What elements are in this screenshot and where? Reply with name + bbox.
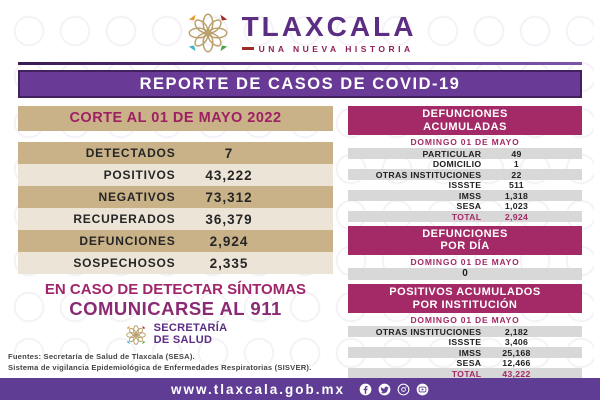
salud-flower-icon	[125, 325, 146, 345]
table-row-total: TOTAL 43,222	[348, 368, 582, 379]
table-row: ISSSTE 511	[448, 180, 524, 191]
source-line1: Fuentes: Secretaría de Salud de Tlaxcala…	[8, 352, 195, 361]
table-row: PARTICULAR 49	[348, 148, 582, 159]
symptoms-notice: EN CASO DE DETECTAR SÍNTOMAS	[44, 281, 307, 298]
table-row: IMSS 1,318	[348, 190, 582, 201]
stat-label: SOSPECHOSOS	[73, 256, 176, 270]
stat-label: NEGATIVOS	[98, 190, 176, 204]
table-row: SESA 1,023	[456, 201, 529, 212]
facebook-icon[interactable]	[359, 383, 372, 396]
youtube-icon[interactable]	[416, 383, 429, 396]
table-row: IMSS 25,168	[348, 347, 582, 358]
brand-text-block: TLAXCALA UNA NUEVA HISTORIA	[241, 10, 417, 54]
table-row: POSITIVOS 43,222	[18, 164, 333, 186]
brand-name: TLAXCALA	[241, 10, 417, 42]
section-deaths-accumulated: DEFUNCIONES ACUMULADAS DOMINGO 01 DE MAY…	[348, 106, 582, 222]
data-sources-note: Fuentes: Secretaría de Salud de Tlaxcala…	[8, 352, 333, 372]
section-positives-by-institution: POSITIVOS ACUMULADOS POR INSTITUCIÓN DOM…	[348, 284, 582, 379]
stat-label: RECUPERADOS	[73, 212, 176, 226]
section-title: DEFUNCIONES ACUMULADAS	[348, 106, 582, 136]
stat-value: 73,312	[205, 189, 253, 205]
summary-table: DETECTADOS 7 POSITIVOS 43,222 NEGATIVOS …	[18, 142, 333, 274]
header-divider	[18, 62, 582, 65]
stat-value: 36,379	[205, 211, 253, 227]
stat-value: 43,222	[205, 167, 253, 183]
footer-bar: www.tlaxcala.gob.mx	[0, 378, 600, 400]
tlaxcala-flower-icon	[188, 13, 228, 53]
stat-label: DETECTADOS	[85, 146, 176, 160]
table-row: RECUPERADOS 36,379	[18, 208, 333, 230]
stat-label: DEFUNCIONES	[79, 234, 176, 248]
social-icons	[359, 383, 429, 396]
tagline-text: UNA NUEVA HISTORIA	[258, 43, 414, 54]
ministry-line1: SECRETARÍA	[153, 322, 228, 335]
table-row: DETECTADOS 7	[18, 142, 333, 164]
call-911-notice: COMUNICARSE AL 911	[69, 298, 282, 319]
table-row-total: TOTAL 2,924	[348, 211, 582, 222]
detail-panel: DEFUNCIONES ACUMULADAS DOMINGO 01 DE MAY…	[348, 106, 582, 379]
section-title: POSITIVOS ACUMULADOS POR INSTITUCIÓN	[348, 284, 582, 314]
stat-value: 7	[224, 145, 234, 161]
stat-value: 2,335	[209, 255, 249, 271]
table-row: DEFUNCIONES 2,924	[18, 230, 333, 252]
table-row: OTRAS INSTITUCIONES 2,182	[348, 326, 582, 337]
section-date: DOMINGO 01 DE MAYO	[410, 315, 520, 326]
summary-panel: CORTE AL 01 DE MAYO 2022 DETECTADOS 7 PO…	[8, 106, 333, 377]
cutoff-date-title: CORTE AL 01 DE MAYO 2022	[18, 106, 333, 131]
stat-label: POSITIVOS	[103, 168, 176, 182]
report-title-banner: REPORTE DE CASOS DE COVID-19	[18, 70, 582, 98]
brand-tagline: UNA NUEVA HISTORIA	[241, 43, 417, 54]
table-row: OTRAS INSTITUCIONES 22	[348, 169, 582, 180]
health-ministry-logo: SECRETARÍA DE SALUD	[18, 322, 333, 347]
table-row: ISSSTE 3,406	[448, 337, 529, 348]
ministry-line2: DE SALUD	[153, 334, 213, 346]
table-row: DOMICILIO 1	[432, 159, 520, 170]
deaths-per-day-value: 0	[348, 268, 582, 281]
report-body: CORTE AL 01 DE MAYO 2022 DETECTADOS 7 PO…	[8, 106, 582, 379]
twitter-icon[interactable]	[378, 383, 391, 396]
section-date: DOMINGO 01 DE MAYO	[410, 257, 520, 268]
source-line2: Sistema de vigilancia Epidemiológica de …	[8, 363, 312, 372]
instagram-icon[interactable]	[397, 383, 410, 396]
stat-value: 2,924	[209, 233, 249, 249]
website-url: www.tlaxcala.gob.mx	[170, 381, 346, 397]
table-row: SESA 12,466	[456, 358, 531, 369]
table-row: NEGATIVOS 73,312	[18, 186, 333, 208]
health-ministry-name: SECRETARÍA DE SALUD	[153, 322, 228, 347]
section-date: DOMINGO 01 DE MAYO	[410, 137, 520, 148]
state-brand-header: TLAXCALA UNA NUEVA HISTORIA	[0, 6, 600, 60]
table-row: SOSPECHOSOS 2,335	[18, 252, 333, 274]
section-deaths-per-day: DEFUNCIONES POR DÍA DOMINGO 01 DE MAYO 0	[348, 225, 582, 281]
tagline-dash	[241, 47, 254, 50]
section-title: DEFUNCIONES POR DÍA	[348, 225, 582, 256]
